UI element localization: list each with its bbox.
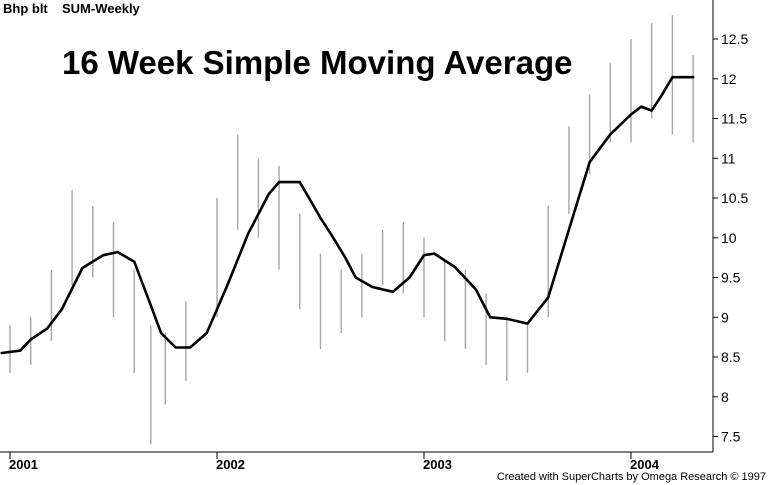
y-tick-label: 11.5 xyxy=(721,111,747,127)
x-tick-label: 2004 xyxy=(630,457,660,472)
y-tick-label: 12 xyxy=(721,71,737,87)
x-tick-label: 2001 xyxy=(9,457,38,472)
y-tick-label: 10 xyxy=(721,230,737,246)
price-bars xyxy=(9,15,694,445)
y-tick-label: 10.5 xyxy=(721,190,748,206)
y-tick-label: 12.5 xyxy=(721,31,748,47)
x-axis-ticks: 2001 2002 2003 2004 xyxy=(9,452,660,472)
moving-average-line xyxy=(0,75,695,355)
y-axis-ticks: 7.5 8 8.5 9 9.5 10 10.5 11 11.5 12 12.5 xyxy=(713,31,748,445)
y-tick-label: 9 xyxy=(721,309,729,325)
chart-title: 16 Week Simple Moving Average xyxy=(62,44,573,81)
y-tick-label: 8.5 xyxy=(721,349,741,365)
y-tick-label: 7.5 xyxy=(721,429,741,445)
symbol-label: Bhp blt xyxy=(3,1,48,16)
x-tick-label: 2003 xyxy=(423,457,452,472)
y-tick-label: 11 xyxy=(721,150,736,166)
y-tick-label: 8 xyxy=(721,389,729,405)
period-label: SUM-Weekly xyxy=(62,1,140,16)
x-tick-label: 2002 xyxy=(216,457,245,472)
y-tick-label: 9.5 xyxy=(721,270,741,286)
credit-footer: Created with SuperCharts by Omega Resear… xyxy=(496,471,766,483)
